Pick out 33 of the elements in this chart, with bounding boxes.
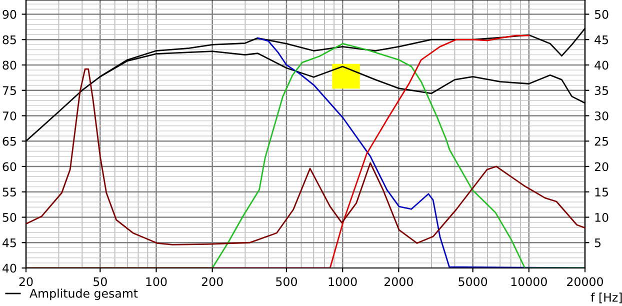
y-tick-label: 80 xyxy=(2,60,16,70)
y-tick-label: 90 xyxy=(2,10,16,19)
x-tick-label: 20 xyxy=(19,277,33,286)
y-tick-label: 70 xyxy=(2,111,16,120)
y2-tick-label: 15 xyxy=(595,188,608,197)
y2-tick-label: 35 xyxy=(594,86,608,95)
x-tick-label: 100 xyxy=(146,277,167,286)
x-tick-label: 200 xyxy=(202,277,223,286)
y2-tick-label: 5 xyxy=(594,238,601,248)
x-axis-title: f [Hz] xyxy=(590,292,622,304)
y-tick-label: 50 xyxy=(2,212,16,222)
y-tick-label: 55 xyxy=(2,188,16,197)
y2-tick-label: 25 xyxy=(594,136,608,146)
y2-tick-label: 10 xyxy=(595,212,608,222)
y-tick-label: 75 xyxy=(2,86,16,95)
y-tick-label: 40 xyxy=(2,264,16,273)
x-tick-label: 2000 xyxy=(384,277,413,286)
x-tick-label: 1000 xyxy=(328,277,357,286)
y2-tick-label: 20 xyxy=(594,162,608,172)
y-tick-label: 45 xyxy=(2,238,16,248)
y2-tick-label: 40 xyxy=(594,60,608,70)
y2-tick-label: 45 xyxy=(594,35,608,44)
x-tick-label: 5000 xyxy=(458,277,488,286)
x-tick-label: 20000 xyxy=(567,277,603,286)
x-tick-label: 10000 xyxy=(511,277,547,286)
y2-tick-label: 50 xyxy=(594,10,608,19)
y-tick-label: 85 xyxy=(2,35,16,44)
x-tick-label: 500 xyxy=(276,277,297,286)
y2-tick-label: 30 xyxy=(594,111,608,120)
y-tick-label: 60 xyxy=(2,162,16,172)
legend-label: Amplitude gesamt xyxy=(30,288,138,300)
x-tick-label: 50 xyxy=(94,277,107,286)
y-tick-label: 65 xyxy=(2,136,16,146)
